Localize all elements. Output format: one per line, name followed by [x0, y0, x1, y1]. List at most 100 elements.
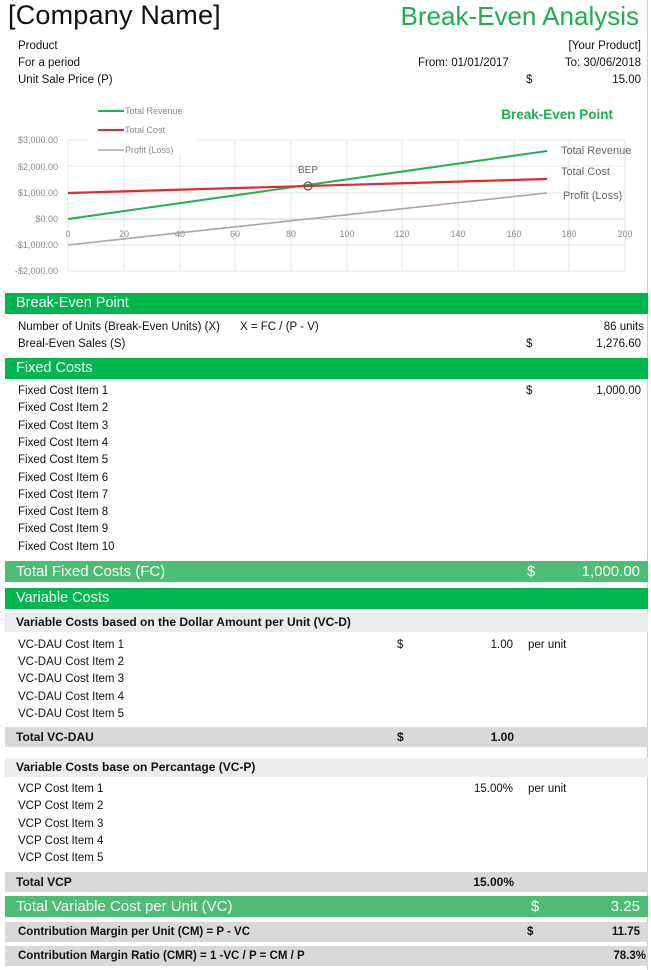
chart-title: Break-Even Point: [501, 107, 613, 122]
vcp-cost-unit: per unit: [528, 783, 567, 795]
svg-text:80: 80: [286, 229, 296, 239]
product-label: Product: [18, 40, 58, 52]
fixed-cost-currency: $: [526, 385, 533, 397]
contribution-margin-currency: $: [527, 926, 534, 938]
svg-text:40: 40: [175, 229, 185, 239]
bep-marker-icon: [303, 181, 313, 191]
svg-text:60: 60: [230, 229, 240, 239]
vcd-cost-row[interactable]: VC-DAU Cost Item 2: [0, 654, 647, 671]
svg-text:100: 100: [339, 229, 354, 239]
fixed-cost-row[interactable]: Fixed Cost Item 6: [0, 470, 647, 487]
fixed-cost-label: Fixed Cost Item 6: [18, 472, 109, 484]
contribution-margin-value: 11.75: [611, 926, 640, 938]
vcp-heading-label: Variable Costs base on Percantage (VC-P): [16, 760, 256, 774]
svg-text:$1,000.00: $1,000.00: [18, 188, 58, 198]
total-vcd-currency: $: [397, 730, 404, 744]
y-axis-labels: $3,000.00 $2,000.00 $1,000.00 $0.00 -$1,…: [15, 135, 58, 276]
vcd-cost-row[interactable]: VC-DAU Cost Item 3: [0, 671, 647, 688]
section-title: Break-Even Point: [16, 295, 129, 311]
chart-gridlines: [67, 139, 626, 272]
fixed-cost-label: Fixed Cost Item 3: [18, 420, 109, 432]
section-title: Fixed Costs: [16, 360, 93, 376]
svg-text:$0.00: $0.00: [35, 214, 58, 224]
fixed-cost-row[interactable]: Fixed Cost Item 4: [0, 435, 647, 452]
fixed-cost-row[interactable]: Fixed Cost Item 7: [0, 487, 647, 504]
svg-text:180: 180: [561, 229, 576, 239]
vcp-cost-row[interactable]: VCP Cost Item 1 15.00% per unit: [0, 781, 647, 798]
legend-box: [88, 100, 198, 156]
vcd-cost-label: VC-DAU Cost Item 4: [18, 691, 125, 703]
fixed-cost-row[interactable]: Fixed Cost Item 2: [0, 400, 647, 417]
total-vcd-row: Total VC-DAU $ 1.00: [5, 727, 648, 747]
vcp-cost-label: VCP Cost Item 4: [18, 835, 104, 847]
fixed-cost-label: Fixed Cost Item 4: [18, 437, 109, 449]
fixed-cost-label: Fixed Cost Item 5: [18, 454, 109, 466]
fixed-cost-row[interactable]: Fixed Cost Item 8: [0, 504, 647, 521]
total-fixed-costs-currency: $: [527, 563, 536, 580]
total-vcd-value: 1.00: [490, 730, 514, 744]
vcp-cost-row[interactable]: VCP Cost Item 3: [0, 816, 647, 833]
svg-text:20: 20: [119, 229, 129, 239]
price-value[interactable]: 15.00: [612, 74, 641, 86]
company-name[interactable]: [Company Name]: [8, 0, 221, 30]
fixed-cost-row[interactable]: Fixed Cost Item 10: [0, 539, 647, 556]
product-value[interactable]: [Your Product]: [568, 40, 641, 52]
section-break-even-point: Break-Even Point: [5, 293, 648, 314]
total-vcp-row: Total VCP 15.00%: [5, 872, 648, 892]
fixed-cost-row[interactable]: Fixed Cost Item 1 $ 1,000.00: [0, 383, 647, 400]
vcp-cost-value[interactable]: 15.00%: [473, 783, 513, 795]
svg-text:-$1,000.00: -$1,000.00: [15, 240, 58, 250]
vcd-cost-row[interactable]: VC-DAU Cost Item 4: [0, 689, 647, 706]
price-currency: $: [526, 74, 533, 86]
fixed-cost-label: Fixed Cost Item 1: [18, 385, 109, 397]
contribution-margin-label: Contribution Margin per Unit (CM) = P - …: [18, 926, 251, 938]
contribution-margin-ratio-value: 78.3%: [613, 950, 646, 962]
bep-label: BEP: [298, 165, 318, 176]
bep-units-formula: X = FC / (P - V): [240, 321, 319, 333]
fixed-cost-label: Fixed Cost Item 2: [18, 402, 109, 414]
vcd-cost-value[interactable]: 1.00: [490, 639, 513, 651]
vcd-cost-row[interactable]: VC-DAU Cost Item 1 $ 1.00 per unit: [0, 637, 647, 654]
total-vcp-label: Total VCP: [16, 875, 72, 889]
svg-text:Total Revenue: Total Revenue: [561, 145, 631, 157]
vcp-cost-label: VCP Cost Item 2: [18, 800, 104, 812]
vcp-cost-row[interactable]: VCP Cost Item 5: [0, 850, 647, 867]
contribution-margin-ratio-label: Contribution Margin Ratio (CMR) = 1 -VC …: [18, 950, 305, 962]
vcd-heading-label: Variable Costs based on the Dollar Amoun…: [16, 615, 351, 629]
period-to[interactable]: To: 30/06/2018: [564, 57, 641, 69]
svg-text:Total Revenue: Total Revenue: [125, 106, 183, 116]
fixed-cost-row[interactable]: Fixed Cost Item 9: [0, 521, 647, 538]
svg-text:Total Cost: Total Cost: [561, 166, 610, 178]
section-variable-costs: Variable Costs: [5, 588, 648, 609]
period-label: For a period: [18, 57, 81, 69]
total-variable-cost-label: Total Variable Cost per Unit (VC): [16, 898, 233, 915]
section-fixed-costs: Fixed Costs: [5, 358, 648, 379]
total-variable-cost-value: 3.25: [610, 898, 640, 915]
vcd-cost-label: VC-DAU Cost Item 3: [18, 673, 125, 685]
fixed-cost-row[interactable]: Fixed Cost Item 3: [0, 418, 647, 435]
total-fixed-costs-label: Total Fixed Costs (FC): [16, 563, 166, 580]
vcp-cost-label: VCP Cost Item 5: [18, 852, 104, 864]
profit-loss-line: [67, 192, 548, 246]
vcd-cost-label: VC-DAU Cost Item 1: [18, 639, 125, 651]
page-title: Break-Even Analysis: [400, 1, 639, 31]
fixed-cost-label: Fixed Cost Item 9: [18, 523, 109, 535]
svg-text:Profit (Loss): Profit (Loss): [563, 190, 622, 202]
svg-text:160: 160: [506, 229, 521, 239]
vcp-subheading: Variable Costs base on Percantage (VC-P): [5, 758, 648, 777]
total-variable-cost-row: Total Variable Cost per Unit (VC) $ 3.25: [5, 896, 648, 917]
svg-text:120: 120: [394, 229, 409, 239]
bep-units-value: 86 units: [603, 321, 644, 333]
vcd-cost-currency: $: [397, 639, 404, 651]
fixed-cost-row[interactable]: Fixed Cost Item 5: [0, 452, 647, 469]
chart-legend: Total Revenue Total Cost Profit (Loss): [98, 106, 183, 155]
fixed-cost-value[interactable]: 1,000.00: [596, 385, 641, 397]
vcd-cost-row[interactable]: VC-DAU Cost Item 5: [0, 706, 647, 723]
period-from[interactable]: From: 01/01/2017: [418, 57, 509, 69]
bep-sales-currency: $: [526, 338, 533, 350]
total-variable-cost-currency: $: [531, 898, 540, 915]
vcp-cost-row[interactable]: VCP Cost Item 2: [0, 798, 647, 815]
vcp-cost-row[interactable]: VCP Cost Item 4: [0, 833, 647, 850]
fixed-cost-label: Fixed Cost Item 10: [18, 541, 115, 553]
svg-text:$2,000.00: $2,000.00: [18, 162, 58, 172]
